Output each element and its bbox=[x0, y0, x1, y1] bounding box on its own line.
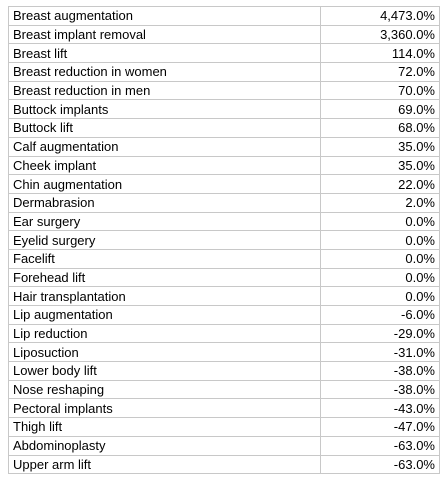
procedure-cell: Chin augmentation bbox=[8, 174, 321, 194]
procedure-cell: Pectoral implants bbox=[8, 398, 321, 419]
table-row: Ear surgery 0.0% bbox=[8, 211, 440, 232]
procedure-cell: Buttock implants bbox=[8, 99, 321, 120]
change-cell: -29.0% bbox=[320, 323, 440, 344]
table-row: Buttock implants 69.0% bbox=[8, 99, 440, 120]
table-row: Abdominoplasty -63.0% bbox=[8, 435, 440, 456]
table-row: Eyelid surgery 0.0% bbox=[8, 230, 440, 250]
change-cell: 0.0% bbox=[320, 286, 440, 306]
table-row: Breast reduction in men 70.0% bbox=[8, 80, 440, 101]
procedure-cell: Breast lift bbox=[8, 43, 321, 64]
table-row: Breast augmentation 4,473.0% bbox=[8, 6, 440, 26]
table-row: Cheek implant 35.0% bbox=[8, 155, 440, 176]
change-cell: 22.0% bbox=[320, 174, 440, 194]
change-cell: 68.0% bbox=[320, 118, 440, 138]
change-cell: -63.0% bbox=[320, 435, 440, 456]
change-cell: -43.0% bbox=[320, 398, 440, 419]
procedure-cell: Ear surgery bbox=[8, 211, 321, 232]
table-row: Hair transplantation 0.0% bbox=[8, 286, 440, 306]
procedure-cell: Buttock lift bbox=[8, 118, 321, 138]
change-cell: -38.0% bbox=[320, 361, 440, 381]
table-row: Breast lift 114.0% bbox=[8, 43, 440, 64]
table-row: Dermabrasion 2.0% bbox=[8, 192, 440, 213]
procedure-cell: Lip augmentation bbox=[8, 305, 321, 325]
data-table: Breast augmentation 4,473.0% Breast implan… bbox=[8, 6, 440, 475]
table-row: Breast implant removal 3,360.0% bbox=[8, 24, 440, 45]
change-cell: 4,473.0% bbox=[320, 6, 440, 26]
table-row: Chin augmentation 22.0% bbox=[8, 174, 440, 194]
change-cell: -63.0% bbox=[320, 454, 440, 475]
table-row: Nose reshaping -38.0% bbox=[8, 379, 440, 400]
table-row: Calf augmentation 35.0% bbox=[8, 136, 440, 157]
change-cell: 70.0% bbox=[320, 80, 440, 101]
change-cell: 69.0% bbox=[320, 99, 440, 120]
table-row: Lip reduction -29.0% bbox=[8, 323, 440, 344]
procedure-cell: Facelift bbox=[8, 248, 321, 269]
change-cell: 35.0% bbox=[320, 136, 440, 157]
change-cell: 35.0% bbox=[320, 155, 440, 176]
table-row: Pectoral implants -43.0% bbox=[8, 398, 440, 419]
procedure-cell: Abdominoplasty bbox=[8, 435, 321, 456]
change-cell: 2.0% bbox=[320, 192, 440, 213]
procedure-cell: Upper arm lift bbox=[8, 454, 321, 475]
procedure-cell: Thigh lift bbox=[8, 417, 321, 437]
procedure-cell: Breast implant removal bbox=[8, 24, 321, 45]
procedure-cell: Forehead lift bbox=[8, 267, 321, 288]
procedure-cell: Breast augmentation bbox=[8, 6, 321, 26]
table-row: Lower body lift -38.0% bbox=[8, 361, 440, 381]
procedure-cell: Cheek implant bbox=[8, 155, 321, 176]
change-cell: -38.0% bbox=[320, 379, 440, 400]
table-row: Forehead lift 0.0% bbox=[8, 267, 440, 288]
table-row: Thigh lift -47.0% bbox=[8, 417, 440, 437]
table-body: Breast augmentation 4,473.0% Breast implan… bbox=[8, 6, 440, 475]
table-row: Liposuction -31.0% bbox=[8, 342, 440, 363]
change-cell: 0.0% bbox=[320, 211, 440, 232]
change-cell: -47.0% bbox=[320, 417, 440, 437]
procedure-cell: Breast reduction in men bbox=[8, 80, 321, 101]
change-cell: -6.0% bbox=[320, 305, 440, 325]
procedure-cell: Breast reduction in women bbox=[8, 62, 321, 82]
table-row: Lip augmentation -6.0% bbox=[8, 305, 440, 325]
procedure-cell: Hair transplantation bbox=[8, 286, 321, 306]
table-row: Buttock lift 68.0% bbox=[8, 118, 440, 138]
procedure-cell: Eyelid surgery bbox=[8, 230, 321, 250]
change-cell: 114.0% bbox=[320, 43, 440, 64]
procedure-cell: Nose reshaping bbox=[8, 379, 321, 400]
table-row: Breast reduction in women 72.0% bbox=[8, 62, 440, 82]
change-cell: 72.0% bbox=[320, 62, 440, 82]
change-cell: 0.0% bbox=[320, 248, 440, 269]
procedure-cell: Calf augmentation bbox=[8, 136, 321, 157]
procedure-cell: Dermabrasion bbox=[8, 192, 321, 213]
table-row: Upper arm lift -63.0% bbox=[8, 454, 440, 475]
procedure-cell: Lower body lift bbox=[8, 361, 321, 381]
table-row: Facelift 0.0% bbox=[8, 248, 440, 269]
procedure-cell: Lip reduction bbox=[8, 323, 321, 344]
change-cell: 0.0% bbox=[320, 230, 440, 250]
change-cell: 0.0% bbox=[320, 267, 440, 288]
change-cell: 3,360.0% bbox=[320, 24, 440, 45]
change-cell: -31.0% bbox=[320, 342, 440, 363]
procedure-cell: Liposuction bbox=[8, 342, 321, 363]
